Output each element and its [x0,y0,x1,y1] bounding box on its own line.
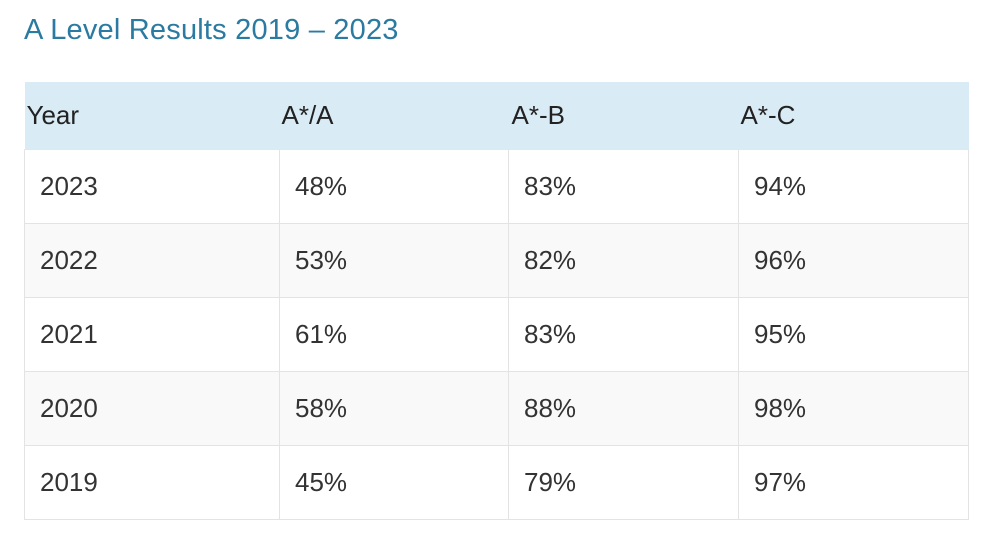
table-row: 2019 45% 79% 97% [24,445,969,520]
cell-year: 2021 [24,297,280,372]
column-header-label: A*-B [511,100,565,130]
table-header: Year A*/A A*-B A*-C [24,82,969,150]
page-title: A Level Results 2019 – 2023 [24,14,399,46]
table-row: 2022 53% 82% 96% [24,223,969,298]
cell-year: 2023 [24,149,280,224]
cell-a-star-a: 48% [279,149,509,224]
cell-a-star-c: 94% [738,149,969,224]
column-header-a-star-b: A*-B [508,82,739,150]
cell-a-star-a: 53% [279,223,509,298]
cell-year: 2022 [24,223,280,298]
cell-year: 2020 [24,371,280,446]
cell-a-star-b: 88% [508,371,739,446]
cell-a-star-b: 79% [508,445,739,520]
column-header-a-star-a: A*/A [279,82,509,150]
cell-a-star-a: 58% [279,371,509,446]
cell-a-star-a: 45% [279,445,509,520]
column-header-label: Year [26,100,80,130]
cell-a-star-b: 83% [508,149,739,224]
results-table: Year A*/A A*-B A*-C 2023 48% 83% 94% 202… [24,82,969,520]
column-header-year: Year [24,82,280,150]
header-row: Year A*/A A*-B A*-C [24,82,969,150]
cell-year: 2019 [24,445,280,520]
table-row: 2021 61% 83% 95% [24,297,969,372]
cell-a-star-c: 97% [738,445,969,520]
table-body: 2023 48% 83% 94% 2022 53% 82% 96% 2021 6… [24,149,969,520]
column-header-a-star-c: A*-C [738,82,969,150]
table-row: 2023 48% 83% 94% [24,149,969,224]
cell-a-star-a: 61% [279,297,509,372]
column-header-label: A*-C [740,100,796,130]
cell-a-star-b: 82% [508,223,739,298]
cell-a-star-c: 98% [738,371,969,446]
cell-a-star-b: 83% [508,297,739,372]
table-row: 2020 58% 88% 98% [24,371,969,446]
cell-a-star-c: 96% [738,223,969,298]
column-header-label: A*/A [281,100,334,130]
cell-a-star-c: 95% [738,297,969,372]
